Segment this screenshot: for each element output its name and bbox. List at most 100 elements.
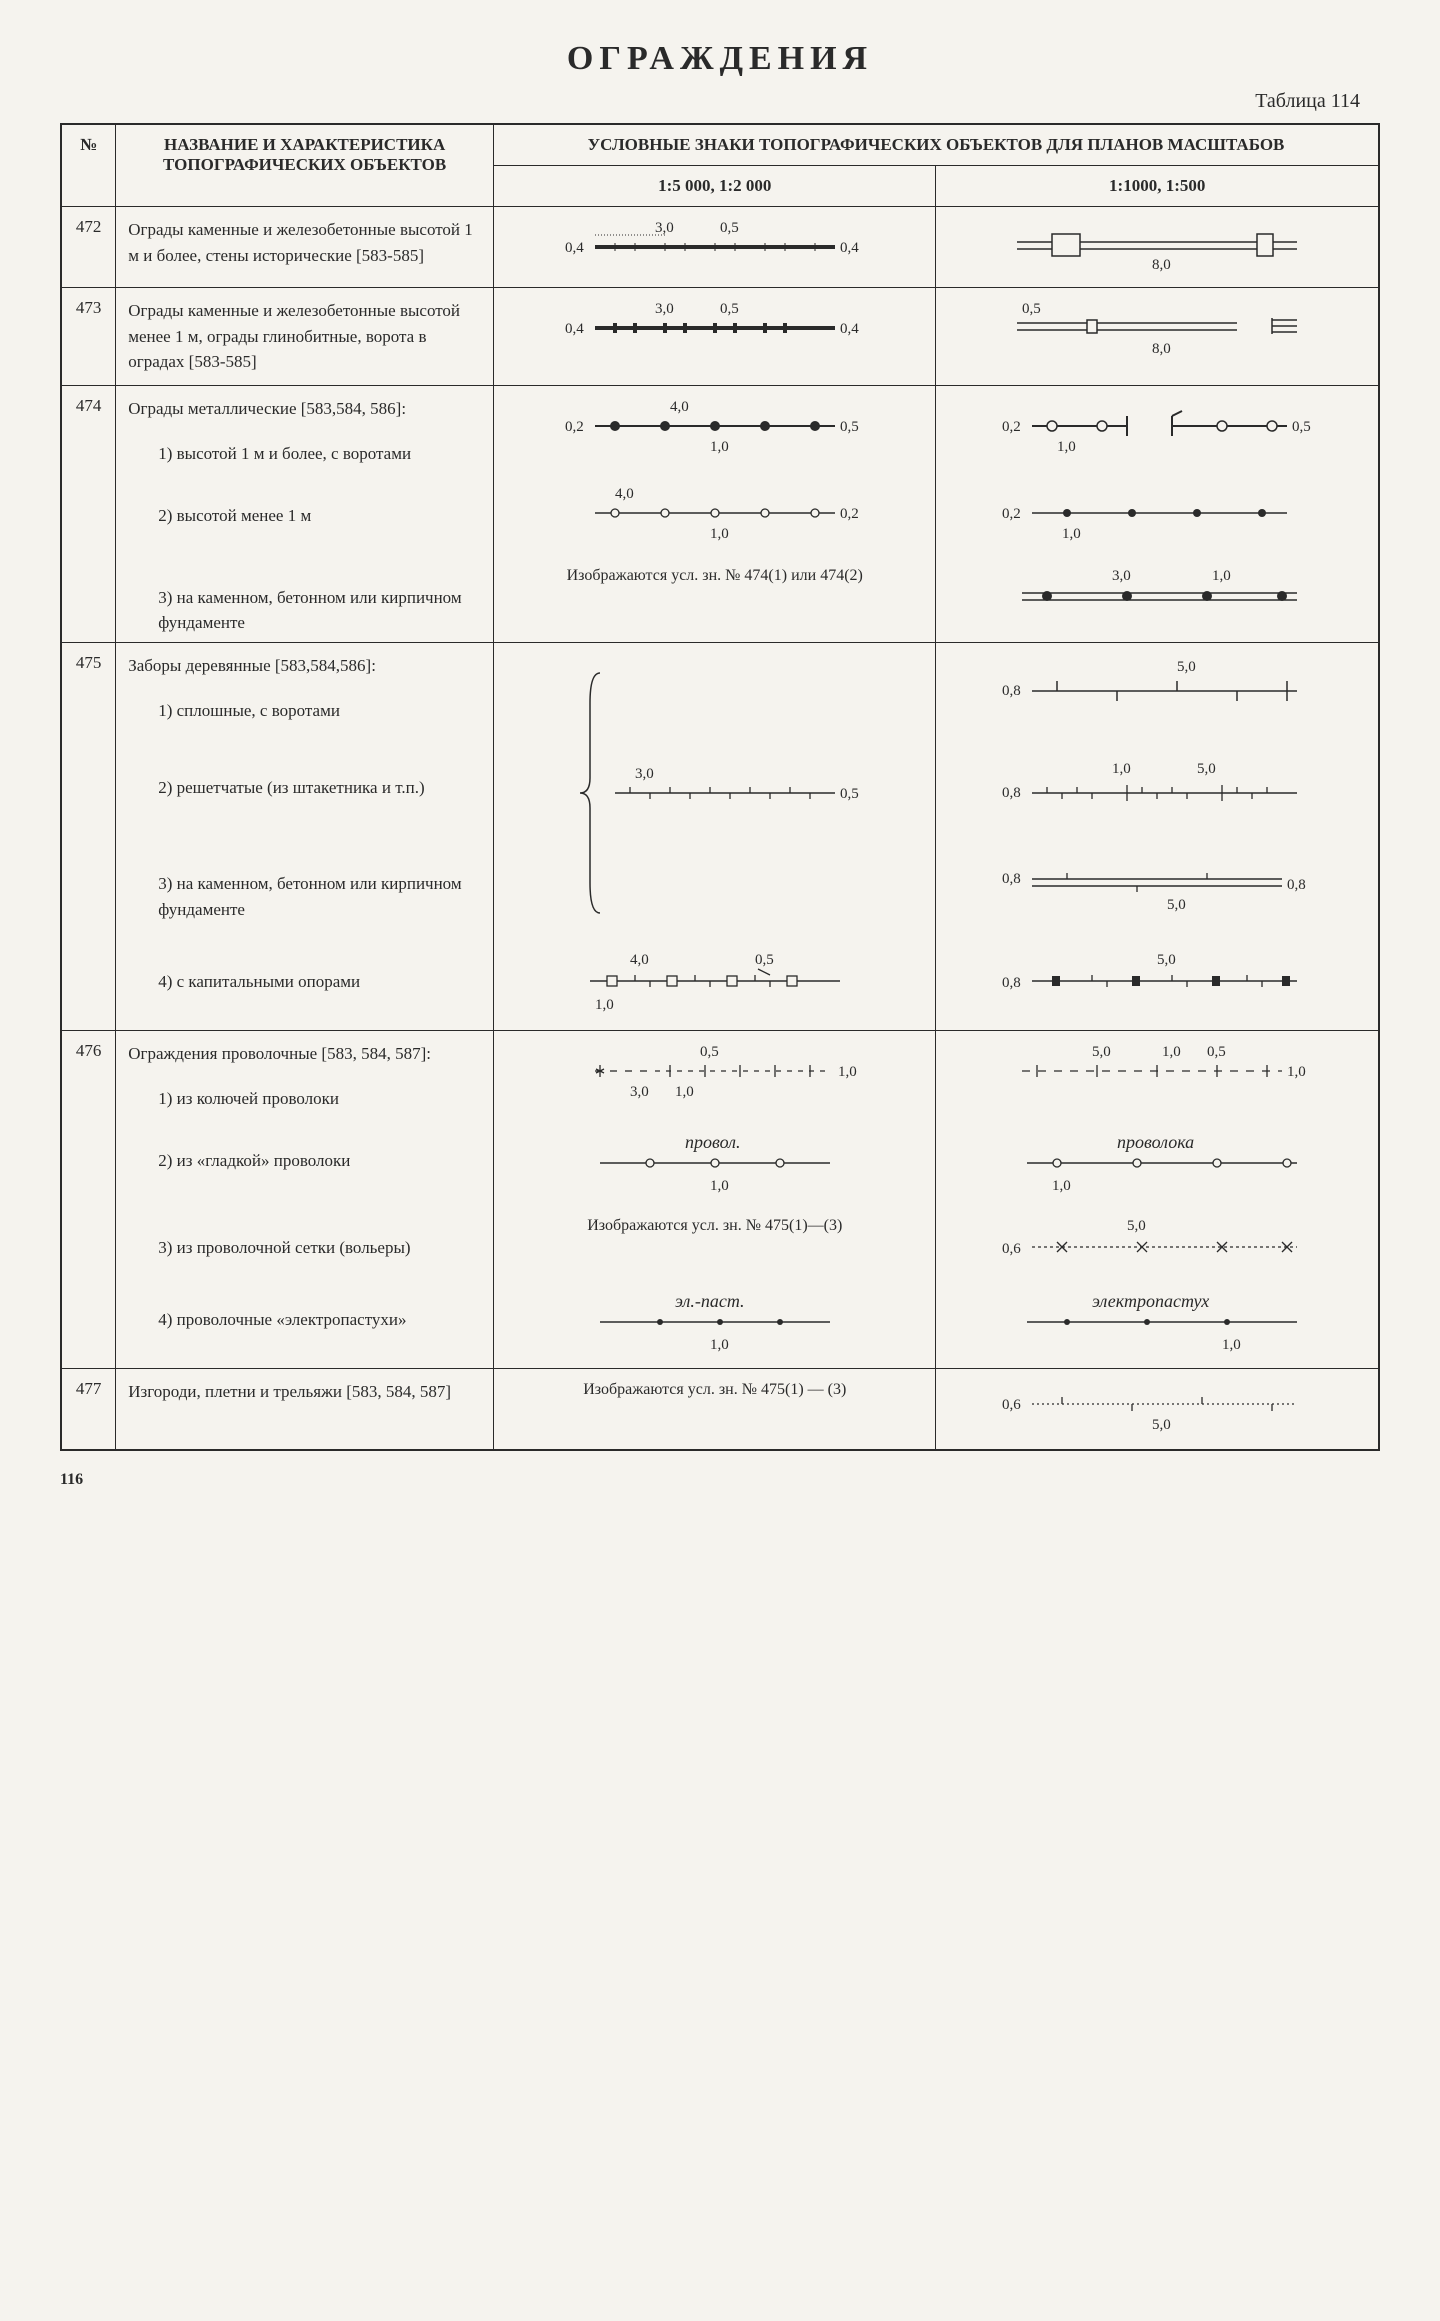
header-number: №	[61, 124, 116, 207]
row-description: Изгороди, плетни и трельяжи [583, 584, 5…	[116, 1368, 494, 1450]
symbol-cell: 3,0 0,5	[494, 642, 936, 943]
sub-item-label: 4) проволочные «электропастухи»	[158, 1307, 481, 1333]
table-row: 2) высотой менее 1 м 4,0 0,2 1,0 0,2	[61, 477, 1379, 559]
page-title: ОГРАЖДЕНИЯ	[60, 40, 1380, 78]
svg-text:0,8: 0,8	[1002, 785, 1021, 801]
row-description: Заборы деревянные [583,584,586]: 1) спло…	[116, 642, 494, 749]
svg-text:3,0: 3,0	[655, 220, 674, 236]
fence-symbol-474-1a: 4,0 0,2 0,5 1,0	[560, 396, 870, 466]
svg-text:5,0: 5,0	[1197, 761, 1216, 777]
svg-text:5,0: 5,0	[1127, 1218, 1146, 1234]
svg-text:5,0: 5,0	[1092, 1044, 1111, 1060]
fence-symbol-477b: 0,6 5,0	[997, 1379, 1317, 1439]
sub-item-label: 2) решетчатые (из штакетника и т.п.)	[158, 775, 481, 801]
svg-text:4,0: 4,0	[670, 399, 689, 415]
symbol-cell: 0,5 8,0	[936, 288, 1379, 386]
fence-symbol-476-1a: 0,5 3,0 1,0 1,0	[560, 1041, 870, 1111]
row-number: 476	[61, 1030, 116, 1122]
svg-text:1,0: 1,0	[710, 1337, 729, 1353]
svg-text:0,8: 0,8	[1002, 975, 1021, 991]
fence-symbol-476-1b: 5,0 1,0 0,5 1,0	[997, 1041, 1317, 1111]
symbol-cell: проволока 1,0	[936, 1122, 1379, 1209]
header-description: НАЗВАНИЕ И ХАРАКТЕРИСТИКА ТОПОГРАФИЧЕСКИ…	[116, 124, 494, 207]
svg-text:8,0: 8,0	[1152, 341, 1171, 357]
svg-text:4,0: 4,0	[615, 486, 634, 502]
svg-text:0,2: 0,2	[840, 506, 859, 522]
svg-text:5,0: 5,0	[1157, 952, 1176, 968]
symbol-cell: 0,8 5,0	[936, 943, 1379, 1031]
svg-text:0,5: 0,5	[700, 1044, 719, 1060]
svg-text:0,6: 0,6	[1002, 1241, 1021, 1257]
row-description: Ограды каменные и железобетонные высотой…	[116, 207, 494, 288]
symbol-cell: 0,6 5,0	[936, 1209, 1379, 1281]
svg-text:0,4: 0,4	[840, 240, 859, 256]
fence-symbol-474-1b: 0,2 0,5 1,0	[997, 396, 1317, 466]
symbol-cell: 0,6 5,0	[936, 1368, 1379, 1450]
svg-text:0,8: 0,8	[1287, 877, 1306, 893]
svg-text:проволока: проволока	[1117, 1132, 1194, 1152]
note-text: Изображаются усл. зн. № 475(1)—(3)	[506, 1215, 923, 1237]
fence-symbol-475-1b: 0,8 5,0	[997, 653, 1317, 723]
sub-item-label: 1) высотой 1 м и более, с воротами	[158, 441, 481, 467]
svg-text:0,5: 0,5	[720, 301, 739, 317]
svg-text:эл.-паст.: эл.-паст.	[675, 1291, 745, 1311]
svg-text:1,0: 1,0	[1057, 439, 1076, 455]
svg-text:3,0: 3,0	[635, 766, 654, 782]
symbol-cell: 8,0	[936, 207, 1379, 288]
row-description: Ограды каменные и железобетонные высотой…	[116, 288, 494, 386]
sub-item-label: 3) на каменном, бетонном или кирпичном ф…	[158, 585, 481, 636]
row-number: 472	[61, 207, 116, 288]
fence-symbol-472-2: 8,0	[997, 217, 1317, 277]
symbol-cell: 4,0 0,2 0,5 1,0	[494, 385, 936, 477]
table-row: 477 Изгороди, плетни и трельяжи [583, 58…	[61, 1368, 1379, 1450]
svg-text:1,0: 1,0	[595, 997, 614, 1013]
svg-text:3,0: 3,0	[655, 301, 674, 317]
fence-symbol-476-4a: эл.-паст. 1,0	[560, 1287, 870, 1362]
table-row: 473 Ограды каменные и железобетонные выс…	[61, 288, 1379, 386]
svg-text:3,0: 3,0	[1112, 568, 1131, 584]
svg-text:0,4: 0,4	[565, 321, 584, 337]
symbol-cell: 3,0 0,5 0,4 0,4	[494, 207, 936, 288]
table-row: 4) с капитальными опорами 4,0 0,5 1,0	[61, 943, 1379, 1031]
table-row: 3) из проволочной сетки (вольеры) Изобра…	[61, 1209, 1379, 1281]
row-number: 474	[61, 385, 116, 477]
header-scale-2: 1:1000, 1:500	[936, 166, 1379, 207]
svg-text:1,0: 1,0	[1112, 761, 1131, 777]
fence-symbol-474-2b: 0,2 1,0	[997, 483, 1317, 553]
symbol-cell: 0,5 3,0 1,0 1,0	[494, 1030, 936, 1122]
header-scale-1: 1:5 000, 1:2 000	[494, 166, 936, 207]
table-row: 472 Ограды каменные и железобетонные выс…	[61, 207, 1379, 288]
fence-symbol-475-3b: 0,8 0,8 5,0	[997, 851, 1317, 921]
svg-text:0,8: 0,8	[1002, 871, 1021, 887]
sub-item-label: 1) сплошные, с воротами	[158, 698, 481, 724]
symbol-cell: электропастух 1,0	[936, 1281, 1379, 1369]
symbol-cell: Изображаются усл. зн. № 474(1) или 474(2…	[494, 559, 936, 643]
symbol-cell: 0,2 1,0	[936, 477, 1379, 559]
svg-text:0,6: 0,6	[1002, 1397, 1021, 1413]
svg-text:0,2: 0,2	[565, 419, 584, 435]
symbol-cell: провол. 1,0	[494, 1122, 936, 1209]
row-description: Ограждения проволочные [583, 584, 587]: …	[116, 1030, 494, 1122]
symbol-cell: 0,8 5,0	[936, 642, 1379, 749]
svg-text:1,0: 1,0	[1212, 568, 1231, 584]
table-row: 474 Ограды металлические [583,584, 586]:…	[61, 385, 1379, 477]
fence-symbol-476-3b: 0,6 5,0	[997, 1215, 1317, 1275]
fence-symbol-475-2b: 0,8 1,0 5,0	[997, 755, 1317, 825]
row-description: Ограды металлические [583,584, 586]: 1) …	[116, 385, 494, 477]
svg-text:0,5: 0,5	[1207, 1044, 1226, 1060]
svg-text:4,0: 4,0	[630, 952, 649, 968]
fence-symbol-475-4a: 4,0 0,5 1,0	[560, 949, 870, 1024]
fence-symbol-476-2b: проволока 1,0	[997, 1128, 1317, 1203]
svg-text:0,4: 0,4	[565, 240, 584, 256]
svg-text:0,5: 0,5	[840, 419, 859, 435]
fence-symbol-475-4b: 0,8 5,0	[997, 949, 1317, 1009]
symbol-cell: 0,8 0,8 5,0	[936, 845, 1379, 942]
svg-text:1,0: 1,0	[838, 1064, 857, 1080]
svg-text:0,5: 0,5	[840, 786, 859, 802]
svg-text:1,0: 1,0	[1062, 526, 1081, 542]
fence-symbol-476-4b: электропастух 1,0	[997, 1287, 1317, 1362]
row-number: 475	[61, 642, 116, 749]
row-number: 477	[61, 1368, 116, 1450]
table-row: 2) из «гладкой» проволоки провол. 1,0 пр…	[61, 1122, 1379, 1209]
symbol-cell: Изображаются усл. зн. № 475(1)—(3)	[494, 1209, 936, 1281]
